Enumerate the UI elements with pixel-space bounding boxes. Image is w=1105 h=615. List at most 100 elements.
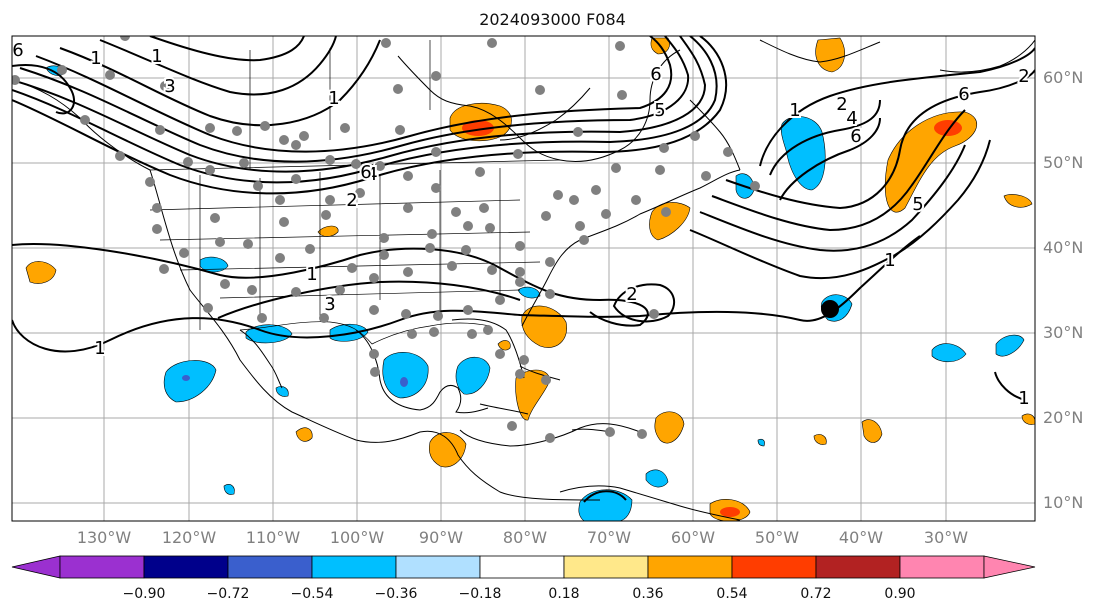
colorbar xyxy=(11,555,1036,579)
figure-title: 2024093000 F084 xyxy=(479,10,626,29)
negative-area xyxy=(223,484,235,495)
positive-area xyxy=(429,432,467,468)
colorbar-segment xyxy=(899,555,985,579)
contour-label: 1 xyxy=(1018,388,1029,409)
contour-label: 6 xyxy=(958,84,969,105)
positive-area xyxy=(861,419,883,443)
contour-label: 5 xyxy=(912,194,923,215)
colorbar-segment xyxy=(311,555,397,579)
contour-label: 4 xyxy=(846,108,857,129)
longitude-label: 50°W xyxy=(754,528,800,547)
negative-area xyxy=(517,286,541,299)
colorbar-tick-label: −0.54 xyxy=(290,586,334,602)
positive-area xyxy=(1021,413,1035,425)
positive-core xyxy=(462,120,494,136)
negative-area xyxy=(780,116,826,191)
latitude-label: 10°N xyxy=(1043,493,1084,512)
positive-area xyxy=(317,225,339,237)
map-border xyxy=(11,35,1036,522)
negative-area xyxy=(757,438,765,447)
negative-area xyxy=(578,489,633,521)
contour-label: 2 xyxy=(626,284,637,305)
longitude-label: 90°W xyxy=(418,528,464,547)
contour-label: 1 xyxy=(789,100,800,121)
latitude-label: 60°N xyxy=(1043,68,1084,87)
colorbar-low-extension xyxy=(11,555,61,579)
contour-label: 6 xyxy=(850,126,861,147)
colorbar-segment xyxy=(59,555,145,579)
contour-label: 4 xyxy=(366,164,377,185)
positive-core xyxy=(934,120,962,136)
colorbar-segment xyxy=(563,555,649,579)
longitude-label: 30°W xyxy=(923,528,969,547)
colorbar-tick-label: 0.90 xyxy=(884,586,916,602)
positive-area xyxy=(515,369,551,421)
positive-area xyxy=(649,202,691,241)
contour-label: 1 xyxy=(90,48,101,69)
colorbar-tick-label: 0.36 xyxy=(632,586,664,602)
contour-label: 6 xyxy=(360,162,371,183)
longitude-label: 100°W xyxy=(329,528,385,547)
longitude-label: 130°W xyxy=(76,528,132,547)
colorbar-tick-label: −0.36 xyxy=(374,586,418,602)
positive-area xyxy=(1003,194,1033,208)
colorbar-segment xyxy=(143,555,229,579)
positive-core xyxy=(720,507,740,517)
contour-label: 2 xyxy=(346,190,357,211)
longitude-label: 60°W xyxy=(670,528,716,547)
colorbar-tick-label: −0.18 xyxy=(458,586,502,602)
storm-center-marker xyxy=(821,300,839,318)
negative-area xyxy=(455,356,491,395)
latitude-label: 50°N xyxy=(1043,153,1084,172)
negative-area xyxy=(931,343,967,363)
latitude-label: 20°N xyxy=(1043,408,1084,427)
latitude-label: 30°N xyxy=(1043,323,1084,342)
colorbar-segment xyxy=(731,555,817,579)
contour-label: 1 xyxy=(306,264,317,285)
contour-label: 1 xyxy=(884,250,895,271)
positive-area xyxy=(815,37,845,73)
negative-area xyxy=(995,334,1025,357)
contour-label: 1 xyxy=(94,338,105,359)
colorbar-tick-label: −0.72 xyxy=(206,586,250,602)
contour-label: 2 xyxy=(836,94,847,115)
colorbar-tick-label: 0.18 xyxy=(548,586,580,602)
colorbar-tick-label: 0.54 xyxy=(716,586,748,602)
contour-labels: 1 1 1 1 1 1 1 1 2 2 2 2 3 3 4 4 5 5 6 6 … xyxy=(12,38,1032,411)
negative-area xyxy=(382,352,429,399)
colorbar-tick-label: 0.72 xyxy=(800,586,832,602)
longitude-label: 80°W xyxy=(502,528,548,547)
colorbar-segment xyxy=(647,555,733,579)
contour-label: 6 xyxy=(12,40,23,61)
station-dots xyxy=(12,36,760,443)
contour-label: 3 xyxy=(164,76,175,97)
positive-area xyxy=(813,434,827,445)
negative-core xyxy=(400,377,408,387)
colorbar-tick-label: −0.90 xyxy=(122,586,166,602)
positive-area xyxy=(295,427,313,442)
positive-area xyxy=(25,261,57,284)
positive-area xyxy=(884,111,977,213)
latitude-label: 40°N xyxy=(1043,238,1084,257)
colorbar-segment xyxy=(815,555,901,579)
negative-core xyxy=(182,375,190,381)
positive-area xyxy=(497,340,511,351)
contour-label: 2 xyxy=(1018,66,1029,87)
contour-label: 6 xyxy=(650,64,661,85)
colorbar-segment xyxy=(227,555,313,579)
contour-label: 1 xyxy=(151,46,162,67)
negative-area xyxy=(163,360,217,403)
colorbar-segment xyxy=(479,555,565,579)
longitude-label: 120°W xyxy=(161,528,217,547)
negative-area xyxy=(645,469,669,488)
positive-area xyxy=(654,411,685,444)
longitude-label: 110°W xyxy=(245,528,301,547)
contour-label: 1 xyxy=(328,88,339,109)
contour-label: 5 xyxy=(654,100,665,121)
contour-label: 3 xyxy=(324,294,335,315)
colorbar-high-extension xyxy=(983,555,1036,579)
colorbar-segment xyxy=(395,555,481,579)
longitude-label: 40°W xyxy=(838,528,884,547)
longitude-label: 70°W xyxy=(586,528,632,547)
